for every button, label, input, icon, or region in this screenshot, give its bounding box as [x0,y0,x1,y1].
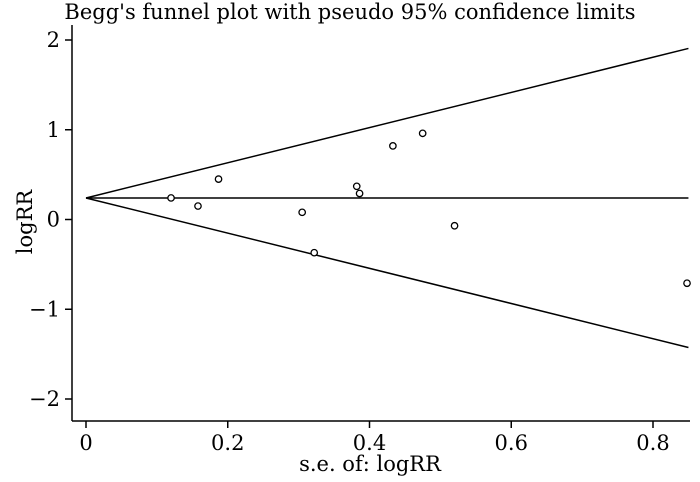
study-point [389,142,397,150]
study-point [298,208,307,217]
y-tick-label: 0 [47,208,60,232]
study-point [683,279,691,288]
y-tick-label: −2 [29,387,60,411]
x-axis-label: s.e. of: logRR [299,452,441,476]
y-tick-label: 2 [47,28,60,52]
x-tick-label: 0 [79,431,92,455]
study-point [418,129,427,138]
study-point [194,202,202,210]
study-point [450,221,459,230]
study-point [167,194,175,202]
study-point [214,175,223,183]
y-axis-label: logRR [13,189,37,255]
x-tick-label: 0.6 [495,431,528,455]
x-tick-label: 0.4 [353,431,386,455]
upper-confidence-limit [85,47,689,199]
chart-title: Begg's funnel plot with pseudo 95% confi… [64,0,636,24]
confidence-limits [85,47,689,349]
study-point [352,182,361,191]
lower-confidence-limit [85,197,689,349]
axes [71,25,690,422]
x-tick-label: 0.2 [211,431,244,455]
y-tick-label: −1 [29,297,60,321]
data-points [167,129,691,288]
axis-ticks: 0 0.2 0.4 0.6 0.8 2 1 0 −1 −2 [29,28,670,455]
study-point [310,248,319,257]
x-tick-label: 0.8 [636,431,669,455]
y-tick-label: 1 [47,118,60,142]
study-point [355,189,364,198]
